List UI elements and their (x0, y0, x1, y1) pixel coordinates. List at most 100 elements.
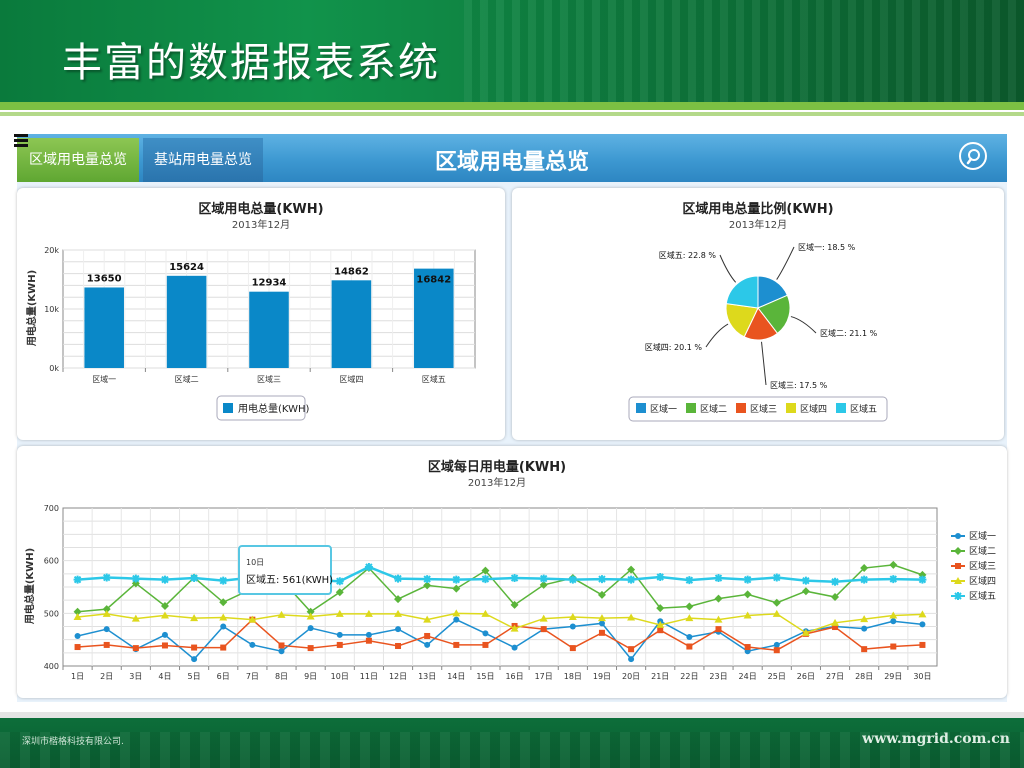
data-point[interactable] (539, 614, 548, 622)
data-point[interactable] (772, 598, 781, 607)
series-line[interactable] (77, 564, 923, 613)
data-point[interactable] (627, 613, 636, 621)
data-point[interactable] (336, 641, 343, 648)
pie-slice[interactable] (757, 294, 791, 335)
data-point[interactable] (336, 631, 343, 638)
data-point[interactable] (278, 642, 285, 649)
data-point[interactable] (569, 645, 576, 652)
data-point[interactable] (890, 618, 897, 625)
data-point[interactable] (685, 576, 694, 585)
data-point[interactable] (248, 615, 257, 623)
bar[interactable] (331, 280, 372, 368)
data-point[interactable] (511, 644, 518, 651)
data-point[interactable] (452, 575, 461, 584)
bar[interactable] (166, 275, 207, 368)
data-point[interactable] (102, 605, 111, 614)
data-point[interactable] (831, 593, 840, 602)
data-point[interactable] (160, 575, 169, 584)
data-point[interactable] (510, 574, 519, 583)
data-point[interactable] (424, 641, 431, 648)
data-point[interactable] (955, 533, 961, 539)
data-point[interactable] (954, 577, 962, 584)
data-point[interactable] (890, 643, 897, 650)
data-point[interactable] (597, 614, 606, 622)
data-point[interactable] (219, 576, 228, 585)
series-line[interactable] (77, 618, 923, 651)
data-point[interactable] (481, 575, 490, 584)
data-point[interactable] (685, 614, 694, 622)
tab-station-overview[interactable]: 基站用电量总览 (143, 138, 263, 182)
data-point[interactable] (307, 625, 314, 632)
data-point[interactable] (954, 547, 962, 555)
data-point[interactable] (568, 613, 577, 621)
footer-url[interactable]: www.mgrid.com.cn (862, 731, 1010, 747)
data-point[interactable] (74, 632, 81, 639)
data-point[interactable] (861, 646, 868, 653)
data-point[interactable] (861, 625, 868, 632)
pie-slice[interactable] (725, 303, 759, 338)
data-point[interactable] (714, 574, 723, 583)
data-point[interactable] (540, 626, 547, 633)
data-point[interactable] (306, 612, 315, 620)
data-point[interactable] (656, 572, 665, 581)
data-point[interactable] (772, 573, 781, 582)
data-point[interactable] (220, 644, 227, 651)
data-point[interactable] (481, 609, 490, 617)
data-point[interactable] (423, 575, 432, 584)
data-point[interactable] (860, 575, 869, 584)
data-point[interactable] (919, 621, 926, 628)
data-point[interactable] (278, 648, 285, 655)
data-point[interactable] (191, 644, 198, 651)
data-point[interactable] (510, 624, 519, 632)
data-point[interactable] (627, 575, 636, 584)
legend-label[interactable]: 区域三 (969, 560, 996, 572)
legend-label[interactable]: 区域一 (969, 530, 996, 542)
data-point[interactable] (73, 607, 82, 616)
pie-chart-legend[interactable]: 区域一 区域二 区域三 区域四 区域五 (636, 403, 877, 415)
data-point[interactable] (132, 645, 139, 652)
data-point[interactable] (364, 562, 373, 571)
data-point[interactable] (568, 575, 577, 584)
data-point[interactable] (102, 609, 111, 617)
series-line[interactable] (77, 618, 923, 661)
data-point[interactable] (743, 590, 752, 599)
data-point[interactable] (773, 641, 780, 648)
data-point[interactable] (743, 611, 752, 619)
data-point[interactable] (161, 642, 168, 649)
series-line[interactable] (77, 565, 923, 583)
legend-label[interactable]: 区域四 (800, 403, 827, 415)
data-point[interactable] (394, 609, 403, 617)
data-point[interactable] (686, 643, 693, 650)
data-point[interactable] (955, 563, 961, 569)
data-point[interactable] (918, 575, 927, 584)
data-point[interactable] (452, 609, 461, 617)
data-point[interactable] (453, 641, 460, 648)
data-point[interactable] (306, 607, 315, 616)
data-point[interactable] (219, 613, 228, 621)
data-point[interactable] (190, 614, 199, 622)
data-point[interactable] (598, 620, 605, 627)
data-point[interactable] (365, 631, 372, 638)
data-point[interactable] (954, 592, 962, 600)
data-point[interactable] (220, 623, 227, 630)
series-line[interactable] (77, 612, 923, 634)
legend-label[interactable]: 区域二 (700, 403, 727, 415)
data-point[interactable] (160, 601, 169, 610)
data-point[interactable] (744, 644, 751, 651)
data-point[interactable] (656, 620, 665, 628)
data-point[interactable] (714, 615, 723, 623)
legend-label[interactable]: 区域五 (850, 403, 877, 415)
data-point[interactable] (307, 645, 314, 652)
data-point[interactable] (860, 615, 869, 623)
menu-icon[interactable] (14, 134, 28, 148)
legend-label[interactable]: 区域一 (650, 403, 677, 415)
data-point[interactable] (365, 637, 372, 644)
pie-slice[interactable] (725, 275, 759, 309)
data-point[interactable] (656, 604, 665, 613)
data-point[interactable] (161, 631, 168, 638)
bar[interactable] (249, 291, 289, 368)
data-point[interactable] (335, 588, 344, 597)
data-point[interactable] (715, 626, 722, 633)
data-point[interactable] (831, 577, 840, 586)
data-point[interactable] (597, 575, 606, 584)
